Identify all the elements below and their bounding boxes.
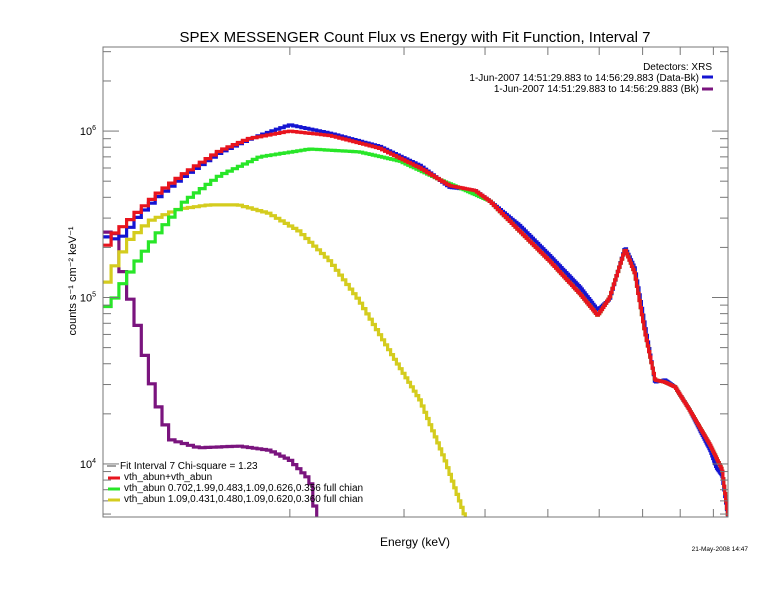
series-line-vth-abun-vth-abun-2 — [103, 129, 728, 517]
fit-legend-label-total: vth_abun+vth_abun — [124, 472, 212, 483]
series-line-bk-1 — [103, 230, 319, 517]
top-legend-header: Detectors: XRS — [643, 62, 712, 73]
series-line-vth-abun-4 — [103, 203, 467, 517]
y-tick-label-base: 10 — [80, 293, 92, 305]
y-axis-label: counts s⁻¹ cm⁻² keV⁻¹ — [67, 226, 79, 335]
x-axis-label: Energy (keV) — [380, 535, 450, 549]
top-legend: Detectors: XRS 1-Jun-2007 14:51:29.883 t… — [469, 62, 713, 95]
y-tick-label-base: 10 — [80, 126, 92, 138]
y-tick-label-exp: 4 — [92, 458, 96, 465]
fit-legend-label-comp1: vth_abun 0.702,1.99,0.483,1.09,0.626,0.3… — [124, 483, 363, 494]
plot-frame — [102, 46, 729, 518]
fit-legend: Fit Interval 7 Chi-square = 1.23 vth_abu… — [107, 461, 363, 505]
y-tick-label: 106 — [80, 125, 96, 138]
y-tick-label: 104 — [80, 458, 96, 471]
y-tick-label-exp: 5 — [92, 292, 96, 299]
y-tick-label-exp: 6 — [92, 125, 96, 132]
series-line-data-bk-0 — [103, 123, 728, 517]
plot-area — [103, 123, 728, 517]
footer-timestamp: 21-May-2008 14:47 — [692, 546, 749, 553]
fit-legend-label-comp2: vth_abun 1.09,0.431,0.480,1.09,0.620,0.3… — [124, 494, 363, 505]
y-tick-label-base: 10 — [80, 459, 92, 471]
chart-title: SPEX MESSENGER Count Flux vs Energy with… — [179, 29, 650, 46]
series-line-vth-abun-3 — [103, 147, 728, 517]
top-legend-label-data: 1-Jun-2007 14:51:29.883 to 14:56:29.883 … — [469, 73, 699, 84]
y-tick-label: 105 — [80, 292, 96, 305]
fit-legend-header: Fit Interval 7 Chi-square = 1.23 — [120, 461, 258, 472]
top-legend-label-bk: 1-Jun-2007 14:51:29.883 to 14:56:29.883 … — [494, 84, 699, 95]
